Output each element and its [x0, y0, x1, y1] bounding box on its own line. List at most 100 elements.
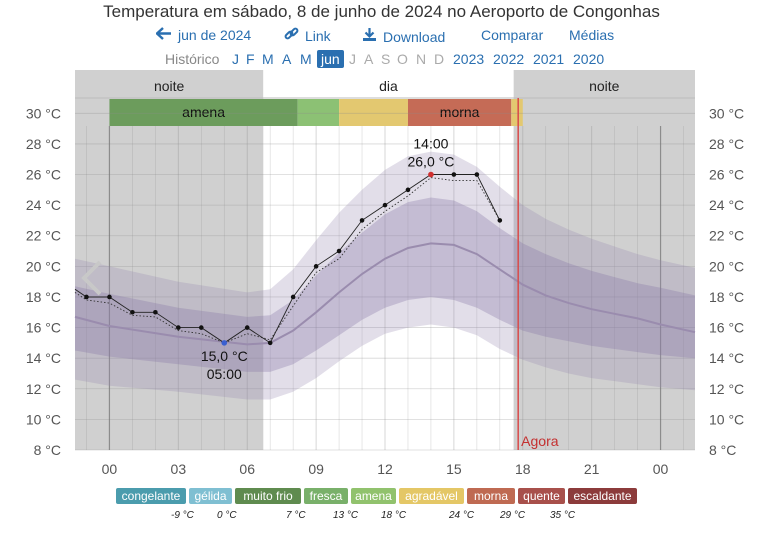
y-tick-label-left: 24 °C [26, 197, 61, 213]
now-label: Agora [521, 433, 559, 449]
legend-chip: congelante [116, 488, 186, 504]
month-may[interactable]: M [300, 51, 312, 67]
compare-link[interactable]: Comparar [481, 27, 544, 43]
temperature-point [336, 248, 342, 254]
year-2023[interactable]: 2023 [453, 51, 485, 67]
temperature-point [221, 340, 228, 346]
temperature-line-dotted [74, 177, 501, 344]
temperature-point [428, 171, 434, 178]
legend-threshold: -9 °C [171, 510, 194, 521]
month-jul: J [349, 51, 356, 67]
month-jun-selected[interactable]: jun [317, 50, 344, 68]
chevron-left-icon[interactable] [81, 260, 102, 296]
temperature-point [244, 325, 250, 330]
download-button[interactable]: Download [362, 27, 445, 45]
x-tick-label: 00 [653, 461, 669, 477]
legend-chip: quente [518, 488, 565, 504]
legend-chip: amena [351, 488, 396, 504]
day-label: dia [379, 78, 398, 94]
comfort-strip-label: amena [182, 104, 225, 120]
page-title: Temperatura em sábado, 8 de junho de 202… [103, 2, 660, 21]
year-2022[interactable]: 2022 [493, 51, 525, 67]
band-10-90 [75, 151, 695, 400]
history-label: Histórico [165, 51, 220, 67]
temperature-point [313, 264, 319, 269]
y-tick-label-left: 10 °C [26, 411, 61, 427]
month-link[interactable]: jun de 2024 [156, 27, 251, 43]
y-tick-label-right: 14 °C [709, 350, 744, 366]
y-tick-label-right: 28 °C [709, 136, 744, 152]
y-tick-label-right: 16 °C [709, 320, 744, 336]
average-line [74, 242, 696, 346]
series-layer [74, 98, 519, 450]
y-tick-label-left: 28 °C [26, 136, 61, 152]
year-2021[interactable]: 2021 [533, 51, 565, 67]
temperature-point [290, 294, 296, 300]
y-tick-label-left: 20 °C [26, 258, 61, 274]
comfort-strip-label: morna [440, 104, 480, 120]
y-tick-label-left: 30 °C [26, 105, 61, 121]
background-layer: amena morna [75, 70, 695, 450]
night-label-right: noite [589, 78, 620, 94]
day-header-bg [263, 70, 514, 98]
temperature-point [267, 340, 273, 346]
y-tick-label-right: 18 °C [709, 289, 744, 305]
x-tick-label: 15 [446, 461, 462, 477]
y-tick-label-left: 8 °C [34, 442, 61, 458]
temperature-point [107, 294, 112, 300]
x-tick-label: 06 [239, 461, 255, 477]
averages-link[interactable]: Médias [569, 27, 615, 43]
download-icon [363, 28, 376, 41]
comfort-strip-segment [297, 99, 340, 126]
y-tick-label-left: 14 °C [26, 350, 61, 366]
y-tick-label-left: 18 °C [26, 289, 61, 305]
x-tick-label: 03 [171, 461, 187, 477]
legend-threshold: 29 °C [500, 510, 526, 521]
link-label: Link [305, 28, 331, 44]
max-time-label: 14:00 [413, 136, 448, 152]
year-2020[interactable]: 2020 [573, 51, 605, 67]
temperature-point [405, 187, 411, 193]
y-tick-label-left: 12 °C [26, 381, 61, 397]
comfort-strip-segment [109, 99, 298, 126]
night-label-left: noite [154, 78, 185, 94]
temperature-point [451, 172, 457, 177]
legend-chip: agradável [399, 488, 464, 504]
legend-threshold: 0 °C [217, 510, 237, 521]
month-apr[interactable]: A [282, 51, 292, 67]
month-sep: S [381, 51, 391, 67]
night-shade-left [75, 70, 264, 450]
y-tick-label-right: 24 °C [709, 197, 744, 213]
legend-chip: muito frio [235, 488, 301, 504]
legend-chip: gélida [189, 488, 232, 504]
legend-threshold: 35 °C [550, 510, 576, 521]
link-button[interactable]: Link [284, 27, 331, 44]
temperature-line [74, 174, 501, 344]
temperature-point [198, 325, 204, 330]
month-jan[interactable]: J [232, 51, 239, 67]
legend-chip: escaldante [568, 488, 637, 504]
arrow-left-icon [156, 27, 171, 40]
month-nov: N [416, 51, 427, 67]
month-link-label: jun de 2024 [178, 27, 252, 43]
temperature-point [153, 309, 158, 315]
month-feb[interactable]: F [246, 51, 255, 67]
month-mar[interactable]: M [262, 51, 274, 67]
link-icon [284, 27, 299, 40]
month-oct: O [397, 51, 408, 67]
x-tick-label: 09 [308, 461, 324, 477]
y-tick-label-right: 8 °C [709, 442, 736, 458]
climate-bands [74, 151, 696, 400]
x-tick-label: 21 [584, 461, 600, 477]
month-aug: A [364, 51, 374, 67]
x-tick-label: 12 [377, 461, 393, 477]
y-tick-label-right: 22 °C [709, 228, 744, 244]
min-time-label: 05:00 [207, 366, 242, 382]
comfort-strip-segment [339, 99, 408, 126]
grid-layer [75, 112, 695, 451]
legend-chip: fresca [304, 488, 348, 504]
annotations: 14:00 26,0 °C 15,0 °C 05:00 Agora [201, 136, 559, 449]
comfort-strip-segment [511, 99, 523, 126]
comfort-strip-segment [407, 99, 512, 126]
legend-threshold: 13 °C [333, 510, 359, 521]
